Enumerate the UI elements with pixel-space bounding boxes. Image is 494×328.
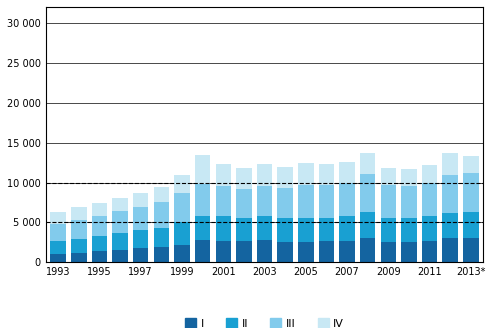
Bar <box>278 218 293 242</box>
Bar <box>380 218 396 242</box>
Bar <box>278 167 293 188</box>
Bar <box>112 211 128 233</box>
Bar <box>443 154 458 174</box>
Bar <box>154 247 169 262</box>
Bar <box>50 224 66 241</box>
Bar <box>174 174 190 193</box>
Bar <box>278 188 293 218</box>
Bar <box>463 173 479 212</box>
Bar <box>154 187 169 202</box>
Bar <box>195 240 210 262</box>
Bar <box>319 164 334 185</box>
Bar <box>154 228 169 247</box>
Bar <box>443 174 458 213</box>
Bar <box>360 238 375 262</box>
Bar <box>422 216 437 241</box>
Bar <box>360 153 375 174</box>
Bar <box>422 165 437 183</box>
Bar <box>215 241 231 262</box>
Bar <box>319 241 334 262</box>
Bar <box>174 222 190 245</box>
Bar <box>236 218 251 241</box>
Bar <box>195 184 210 216</box>
Bar <box>339 183 355 216</box>
Bar <box>236 168 251 189</box>
Bar <box>463 212 479 238</box>
Bar <box>195 216 210 240</box>
Bar <box>463 156 479 173</box>
Bar <box>278 242 293 262</box>
Bar <box>133 248 149 262</box>
Bar <box>380 168 396 185</box>
Bar <box>236 241 251 262</box>
Bar <box>71 220 86 239</box>
Bar <box>401 242 416 262</box>
Bar <box>215 186 231 216</box>
Bar <box>71 253 86 262</box>
Bar <box>50 241 66 254</box>
Bar <box>215 216 231 241</box>
Bar <box>154 202 169 228</box>
Bar <box>401 218 416 242</box>
Bar <box>112 250 128 262</box>
Bar <box>443 213 458 238</box>
Bar <box>339 162 355 183</box>
Bar <box>133 207 149 231</box>
Bar <box>257 240 272 262</box>
Bar <box>298 185 314 218</box>
Bar <box>401 169 416 186</box>
Bar <box>71 239 86 253</box>
Bar <box>215 164 231 186</box>
Bar <box>339 241 355 262</box>
Bar <box>257 216 272 240</box>
Bar <box>360 174 375 212</box>
Bar <box>298 163 314 185</box>
Bar <box>443 238 458 262</box>
Bar <box>133 231 149 248</box>
Bar <box>92 202 107 216</box>
Bar <box>71 207 86 220</box>
Bar <box>257 186 272 216</box>
Bar <box>380 242 396 262</box>
Bar <box>298 242 314 262</box>
Bar <box>257 164 272 186</box>
Bar <box>195 154 210 184</box>
Bar <box>92 236 107 251</box>
Bar <box>339 216 355 241</box>
Bar <box>422 241 437 262</box>
Bar <box>50 212 66 224</box>
Bar <box>463 238 479 262</box>
Bar <box>92 251 107 262</box>
Bar <box>236 189 251 218</box>
Bar <box>422 183 437 216</box>
Bar <box>319 218 334 241</box>
Bar <box>174 245 190 262</box>
Bar <box>319 185 334 218</box>
Bar <box>401 186 416 218</box>
Bar <box>380 185 396 218</box>
Bar <box>112 198 128 211</box>
Bar <box>298 218 314 242</box>
Legend: I, II, III, IV: I, II, III, IV <box>180 314 349 328</box>
Bar <box>112 233 128 250</box>
Bar <box>360 212 375 238</box>
Bar <box>174 193 190 222</box>
Bar <box>92 216 107 236</box>
Bar <box>50 254 66 262</box>
Bar <box>133 193 149 207</box>
